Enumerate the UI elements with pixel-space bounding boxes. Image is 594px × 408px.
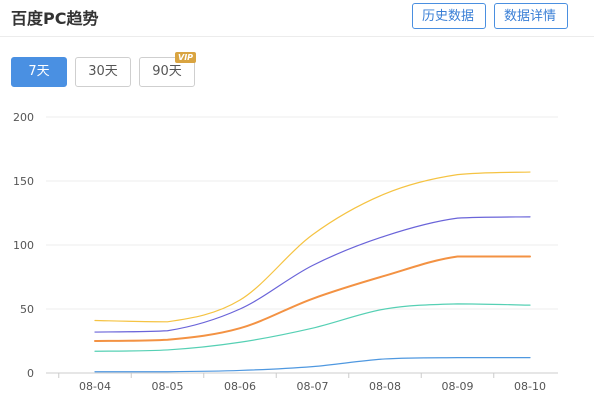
series-line-2 (94, 216, 531, 333)
data-detail-button[interactable]: 数据详情 (494, 3, 568, 29)
y-tick-label: 100 (13, 239, 34, 252)
range-tab-7-days[interactable]: 7天 (11, 57, 67, 87)
series-line-3 (94, 255, 531, 342)
series-line-4 (94, 303, 531, 352)
range-tab-90-days[interactable]: 90天 (139, 57, 195, 87)
history-data-button[interactable]: 历史数据 (412, 3, 486, 29)
x-tick-label: 08-05 (152, 380, 184, 393)
series-line-5 (94, 357, 531, 373)
y-tick-label: 200 (13, 111, 34, 124)
x-tick-label: 08-07 (297, 380, 329, 393)
y-tick-label: 0 (27, 367, 34, 380)
range-tab-30-days[interactable]: 30天 (75, 57, 131, 87)
x-tick-label: 08-09 (442, 380, 474, 393)
y-tick-label: 150 (13, 175, 34, 188)
vip-badge: VIP (175, 52, 197, 63)
x-tick-label: 08-04 (79, 380, 111, 393)
x-tick-label: 08-10 (514, 380, 546, 393)
series-line-1 (94, 171, 531, 323)
x-tick-label: 08-06 (224, 380, 256, 393)
x-tick-label: 08-08 (369, 380, 401, 393)
panel-header: 百度PC趋势 历史数据 数据详情 (0, 0, 594, 37)
panel-title: 百度PC趋势 (11, 9, 99, 28)
y-tick-label: 50 (20, 303, 34, 316)
